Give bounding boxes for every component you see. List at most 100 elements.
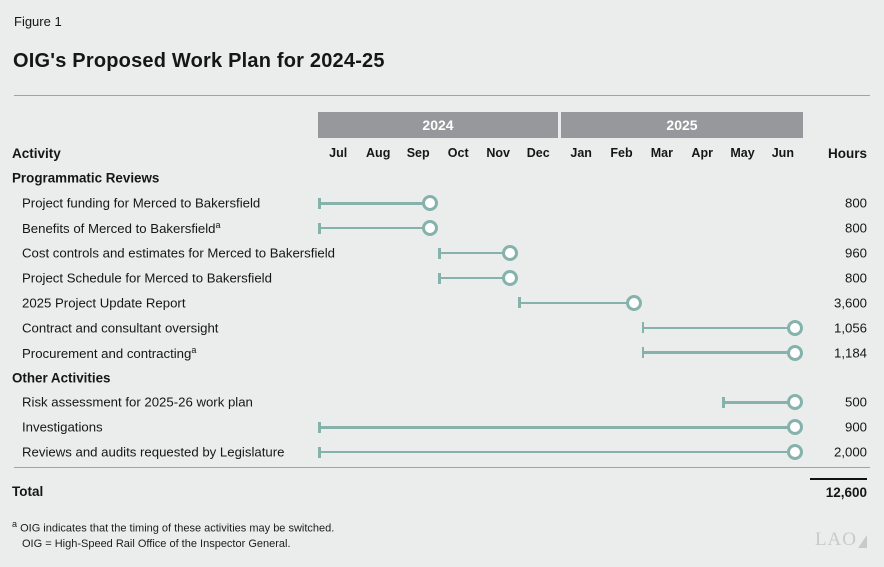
column-header-hours: Hours bbox=[827, 146, 867, 161]
footnote-ref: a bbox=[215, 220, 221, 231]
bar-end-circle-icon bbox=[502, 245, 518, 262]
task-label: 2025 Project Update Report bbox=[22, 295, 186, 311]
month-label-nov: Nov bbox=[486, 146, 510, 160]
gantt-bar bbox=[641, 315, 803, 340]
year-band-2024: 2024 bbox=[318, 112, 558, 138]
page-title: OIG's Proposed Work Plan for 2024-25 bbox=[13, 50, 385, 72]
month-label-dec: Dec bbox=[526, 146, 550, 160]
bar-start-tick bbox=[318, 421, 321, 433]
task-row: Risk assessment for 2025-26 work plan 500 bbox=[0, 390, 884, 415]
bar-end-circle-icon bbox=[625, 294, 642, 311]
bar-line bbox=[723, 401, 795, 404]
bar-line bbox=[319, 226, 430, 230]
bar-end-circle-icon bbox=[786, 344, 803, 361]
gantt-bar bbox=[518, 290, 642, 315]
total-value: 12,600 bbox=[825, 485, 867, 500]
bar-line bbox=[519, 301, 634, 305]
month-label-apr: Apr bbox=[691, 146, 713, 160]
bar-end-circle-icon bbox=[786, 419, 803, 436]
bar-end-circle-icon bbox=[786, 444, 803, 461]
task-label: Investigations bbox=[22, 419, 103, 435]
bar-line bbox=[319, 450, 795, 454]
hours-value: 960 bbox=[844, 245, 867, 261]
bar-line bbox=[439, 251, 510, 255]
hours-value: 900 bbox=[844, 419, 867, 435]
task-label: Benefits of Merced to Bakersfielda bbox=[22, 220, 221, 237]
bar-start-tick bbox=[641, 347, 645, 359]
hours-value: 800 bbox=[844, 220, 867, 236]
bar-line bbox=[642, 326, 795, 330]
bar-start-tick bbox=[641, 322, 645, 334]
task-row: Project Schedule for Merced to Bakersfie… bbox=[0, 266, 884, 291]
hours-value: 2,000 bbox=[833, 444, 867, 460]
month-label-jan: Jan bbox=[570, 146, 592, 160]
hours-value: 1,056 bbox=[833, 320, 867, 336]
total-sum-line bbox=[810, 478, 867, 480]
bar-line bbox=[319, 426, 795, 429]
lao-logo: LAO bbox=[815, 529, 867, 551]
total-divider bbox=[14, 467, 870, 468]
month-label-feb: Feb bbox=[610, 146, 633, 160]
gantt-bar bbox=[318, 191, 438, 216]
bar-start-tick bbox=[722, 396, 725, 408]
task-label: Project funding for Merced to Bakersfiel… bbox=[22, 195, 261, 211]
task-label: Risk assessment for 2025-26 work plan bbox=[22, 394, 253, 410]
task-row: Contract and consultant oversight 1,056 bbox=[0, 315, 884, 340]
bar-end-circle-icon bbox=[422, 220, 438, 237]
month-label-oct: Oct bbox=[447, 146, 469, 160]
task-label: Cost controls and estimates for Merced t… bbox=[22, 245, 335, 261]
gantt-rows: Programmatic Reviews Project funding for … bbox=[0, 166, 884, 465]
task-label: Contract and consultant oversight bbox=[22, 320, 219, 336]
gantt-bar bbox=[318, 415, 803, 440]
section-label: Other Activities bbox=[12, 370, 111, 386]
section-row: Programmatic Reviews bbox=[0, 166, 884, 191]
bar-start-tick bbox=[518, 297, 521, 309]
month-label-jul: Jul bbox=[329, 146, 348, 160]
gantt-bar bbox=[722, 390, 803, 415]
bar-line bbox=[319, 202, 430, 205]
task-row: 2025 Project Update Report 3,600 bbox=[0, 290, 884, 315]
task-label: Procurement and contractinga bbox=[22, 344, 197, 361]
lao-logo-text: LAO bbox=[814, 529, 857, 550]
hours-value: 3,600 bbox=[833, 295, 867, 311]
title-divider bbox=[14, 95, 870, 96]
bar-start-tick bbox=[438, 272, 441, 284]
bar-line bbox=[439, 276, 510, 280]
bar-end-circle-icon bbox=[422, 195, 438, 212]
month-label-jun: Jun bbox=[771, 146, 794, 160]
hours-value: 800 bbox=[844, 195, 867, 211]
footnote-a: a OIG indicates that the timing of these… bbox=[12, 519, 334, 535]
lao-logo-mark-icon bbox=[858, 535, 867, 548]
bar-start-tick bbox=[318, 222, 321, 234]
bar-end-circle-icon bbox=[786, 394, 803, 411]
bar-start-tick bbox=[318, 197, 321, 209]
gantt-bar bbox=[438, 266, 518, 291]
task-row: Benefits of Merced to Bakersfielda 800 bbox=[0, 216, 884, 241]
bar-start-tick bbox=[318, 446, 321, 458]
figure-label: Figure 1 bbox=[14, 14, 62, 29]
month-label-aug: Aug bbox=[366, 146, 391, 160]
footnote-text: OIG indicates that the timing of these a… bbox=[20, 522, 335, 535]
bar-end-circle-icon bbox=[786, 319, 803, 336]
column-header-activity: Activity bbox=[12, 146, 61, 161]
footnote-abbreviation: OIG = High-Speed Rail Office of the Insp… bbox=[22, 538, 291, 550]
task-label: Reviews and audits requested by Legislat… bbox=[22, 444, 285, 460]
footnote-marker: a bbox=[12, 519, 18, 529]
month-label-mar: Mar bbox=[650, 146, 673, 160]
section-label: Programmatic Reviews bbox=[12, 170, 160, 186]
task-row: Cost controls and estimates for Merced t… bbox=[0, 241, 884, 266]
hours-value: 1,184 bbox=[833, 345, 867, 361]
task-row: Reviews and audits requested by Legislat… bbox=[0, 440, 884, 465]
task-row: Project funding for Merced to Bakersfiel… bbox=[0, 191, 884, 216]
month-label-may: May bbox=[730, 146, 755, 160]
task-row: Procurement and contractinga 1,184 bbox=[0, 340, 884, 365]
section-row: Other Activities bbox=[0, 365, 884, 390]
hours-value: 500 bbox=[844, 394, 867, 410]
task-row: Investigations 900 bbox=[0, 415, 884, 440]
month-label-sep: Sep bbox=[406, 146, 430, 160]
year-band-2025: 2025 bbox=[561, 112, 803, 138]
bar-end-circle-icon bbox=[502, 270, 518, 286]
task-label: Project Schedule for Merced to Bakersfie… bbox=[22, 270, 272, 286]
hours-value: 800 bbox=[844, 270, 867, 286]
